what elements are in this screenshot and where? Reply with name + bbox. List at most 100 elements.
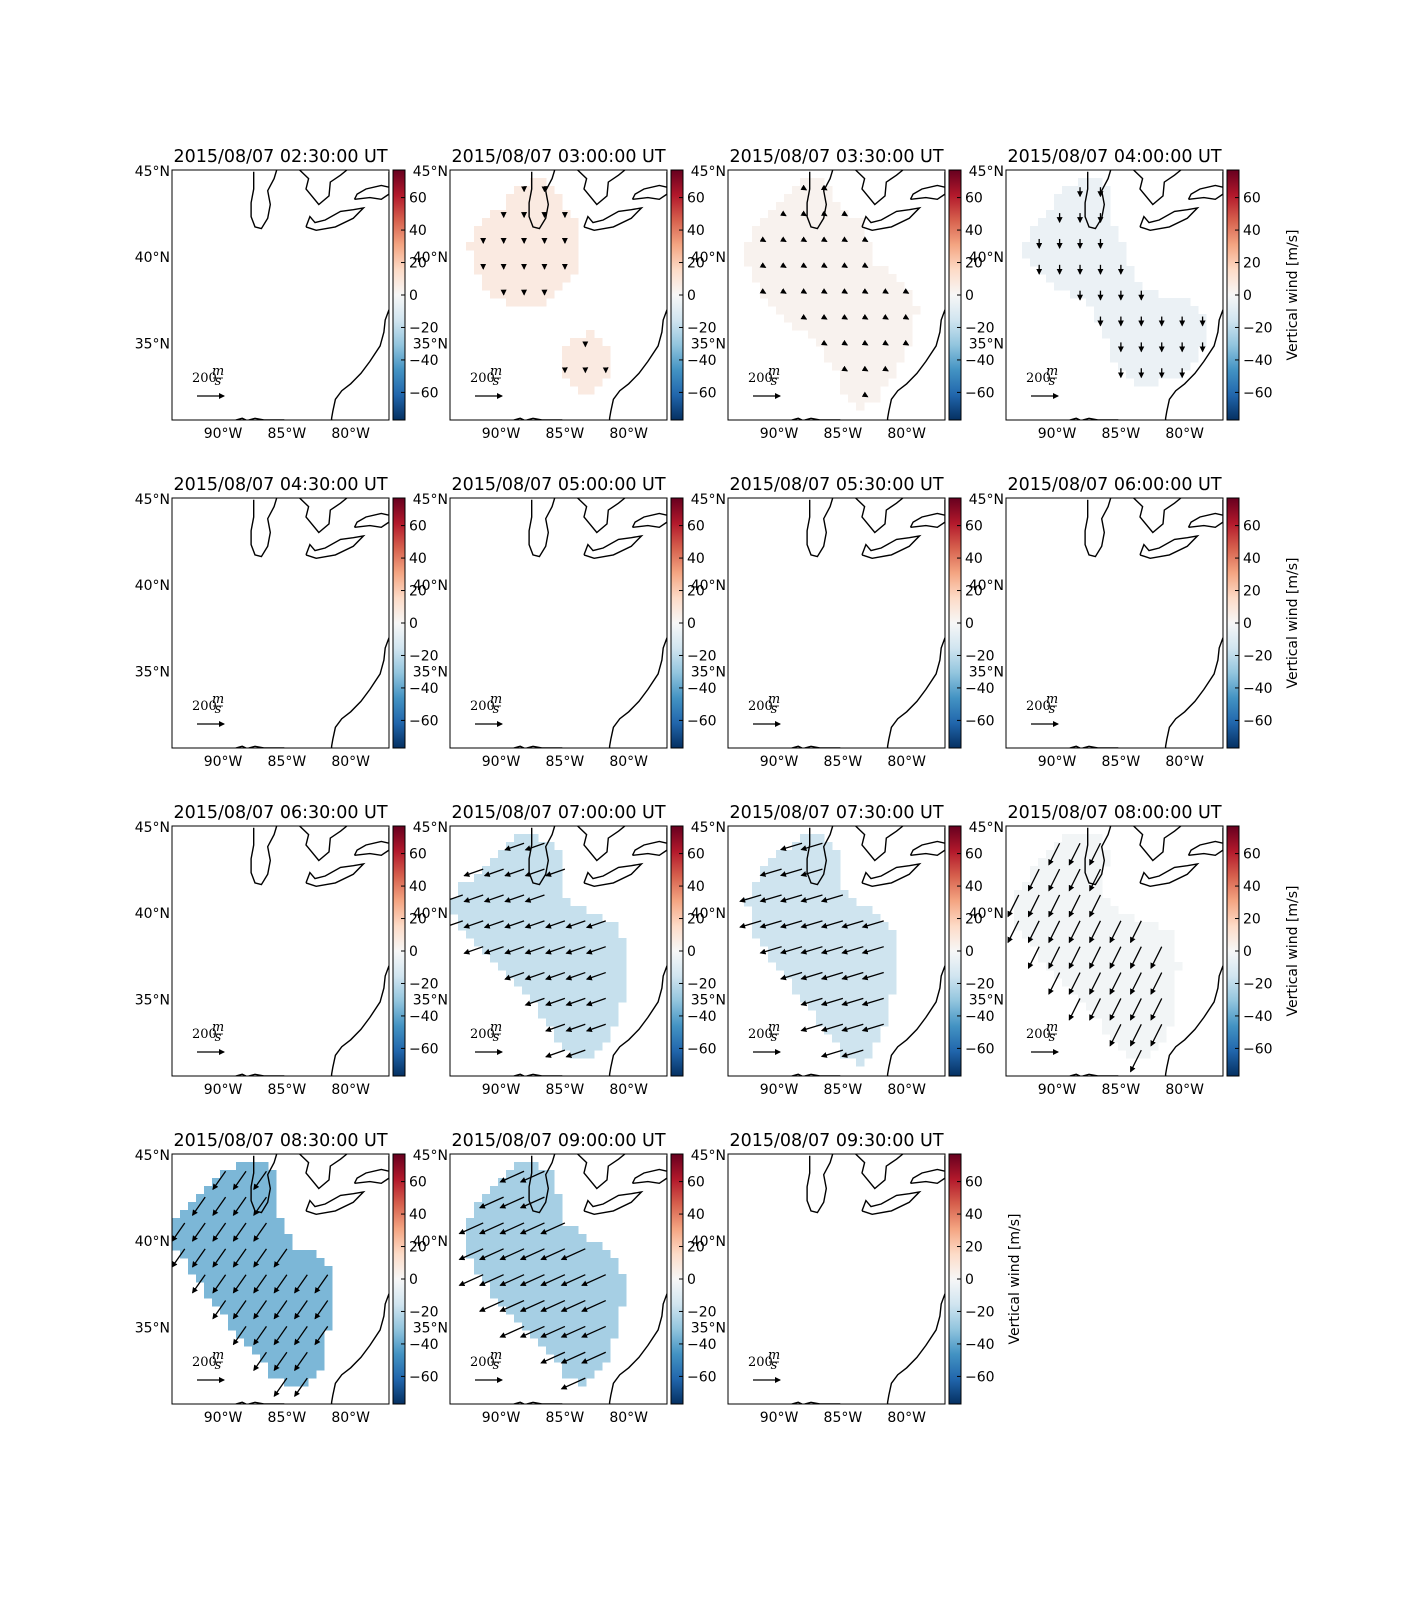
colorbar-tick-label: 60 bbox=[409, 1175, 427, 1191]
lon-tick-label: 85°W bbox=[824, 1410, 863, 1426]
field-cell bbox=[808, 194, 817, 203]
lat-tick-label: 35°N bbox=[691, 664, 726, 680]
field-cell bbox=[522, 242, 531, 251]
panel-title: 2015/08/07 06:00:00 UT bbox=[1007, 475, 1221, 495]
field-cell bbox=[602, 930, 611, 939]
field-cell bbox=[252, 1186, 261, 1195]
field-cell bbox=[1150, 346, 1159, 355]
field-cell bbox=[562, 1290, 571, 1299]
field-cell bbox=[188, 1242, 197, 1251]
field-cell bbox=[1174, 338, 1183, 347]
field-cell bbox=[260, 1290, 269, 1299]
field-cell bbox=[562, 1370, 571, 1379]
field-cell bbox=[808, 322, 817, 331]
field-cell bbox=[554, 1242, 563, 1251]
field-cell bbox=[1150, 362, 1159, 371]
field-cell bbox=[498, 290, 507, 299]
field-cell bbox=[562, 1034, 571, 1043]
field-cell bbox=[1174, 370, 1183, 379]
field-cell bbox=[1062, 962, 1071, 971]
colorbar-tick-label: −20 bbox=[409, 320, 439, 336]
field-cell bbox=[1094, 282, 1103, 291]
lon-tick-label: 85°W bbox=[546, 754, 585, 770]
field-cell bbox=[1078, 186, 1087, 195]
field-cell bbox=[792, 978, 801, 987]
field-cell bbox=[490, 210, 499, 219]
field-cell bbox=[1150, 370, 1159, 379]
field-cell bbox=[832, 866, 841, 875]
field-cell bbox=[1062, 842, 1071, 851]
colorbar-tick-label: 0 bbox=[687, 288, 696, 304]
field-cell bbox=[832, 354, 841, 363]
field-cell bbox=[618, 1282, 627, 1291]
field-cell bbox=[212, 1226, 221, 1235]
colorbar-tick-label: 0 bbox=[965, 616, 974, 632]
field-cell bbox=[308, 1362, 317, 1371]
field-cell bbox=[498, 938, 507, 947]
field-cell bbox=[268, 1274, 277, 1283]
field-cell bbox=[522, 258, 531, 267]
field-cell bbox=[292, 1322, 301, 1331]
field-cell bbox=[570, 1226, 579, 1235]
field-cell bbox=[816, 242, 825, 251]
field-cell bbox=[490, 242, 499, 251]
field-cell bbox=[538, 1010, 547, 1019]
field-cell bbox=[578, 1258, 587, 1267]
field-cell bbox=[776, 306, 785, 315]
field-cell bbox=[1142, 314, 1151, 323]
field-cell bbox=[252, 1250, 261, 1259]
field-cell bbox=[570, 242, 579, 251]
field-cell bbox=[1158, 930, 1167, 939]
field-cell bbox=[776, 930, 785, 939]
field-cell bbox=[618, 946, 627, 955]
field-cell bbox=[816, 986, 825, 995]
field-cell bbox=[1110, 234, 1119, 243]
field-cell bbox=[490, 1258, 499, 1267]
field-cell bbox=[1102, 218, 1111, 227]
field-cell bbox=[522, 298, 531, 307]
field-cell bbox=[554, 874, 563, 883]
field-cell bbox=[514, 1162, 523, 1171]
field-cell bbox=[1070, 218, 1079, 227]
field-cell bbox=[538, 242, 547, 251]
field-cell bbox=[602, 1282, 611, 1291]
field-cell bbox=[1102, 1026, 1111, 1035]
field-cell bbox=[1046, 218, 1055, 227]
colorbar-tick-label: 60 bbox=[1243, 847, 1261, 863]
field-cell bbox=[776, 906, 785, 915]
field-cell bbox=[808, 850, 817, 859]
field-cell bbox=[260, 1186, 269, 1195]
field-cell bbox=[1078, 258, 1087, 267]
field-cell bbox=[1102, 282, 1111, 291]
field-cell bbox=[228, 1306, 237, 1315]
field-cell bbox=[880, 346, 889, 355]
field-cell bbox=[546, 914, 555, 923]
field-cell bbox=[474, 234, 483, 243]
field-cell bbox=[498, 210, 507, 219]
lon-tick-label: 90°W bbox=[204, 1082, 243, 1098]
field-cell bbox=[538, 994, 547, 1003]
field-cell bbox=[1118, 938, 1127, 947]
colorbar-tick-label: −60 bbox=[965, 385, 995, 401]
field-cell bbox=[776, 282, 785, 291]
field-cell bbox=[1062, 898, 1071, 907]
field-cell bbox=[1142, 1010, 1151, 1019]
field-cell bbox=[546, 234, 555, 243]
field-cell bbox=[896, 290, 905, 299]
field-cell bbox=[268, 1330, 277, 1339]
field-cell bbox=[562, 218, 571, 227]
field-cell bbox=[1038, 930, 1047, 939]
field-cell bbox=[212, 1194, 221, 1203]
field-cell bbox=[1054, 938, 1063, 947]
field-cell bbox=[284, 1330, 293, 1339]
field-cell bbox=[244, 1266, 253, 1275]
field-cell bbox=[1070, 274, 1079, 283]
field-cell bbox=[466, 890, 475, 899]
lat-tick-label: 45°N bbox=[691, 1148, 726, 1164]
field-cell bbox=[490, 1234, 499, 1243]
field-cell bbox=[1158, 1018, 1167, 1027]
field-cell bbox=[1102, 930, 1111, 939]
field-cell bbox=[792, 322, 801, 331]
field-cell bbox=[514, 954, 523, 963]
field-cell bbox=[268, 1346, 277, 1355]
